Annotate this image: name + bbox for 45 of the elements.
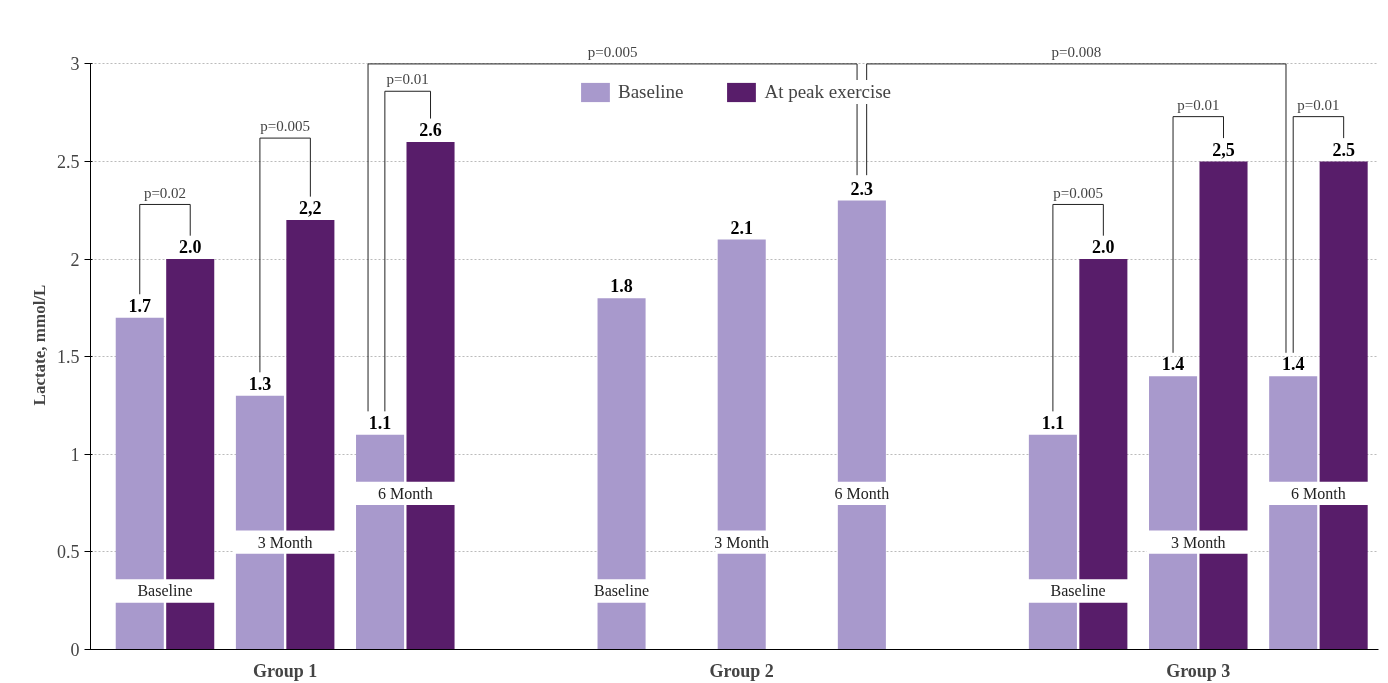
legend-label: At peak exercise <box>764 81 892 103</box>
data-label: 2.1 <box>730 217 753 238</box>
y-tick-label: 1 <box>70 444 80 465</box>
x-tick-label: 3 Month <box>1170 533 1226 551</box>
x-tick-label: Baseline <box>1050 582 1106 600</box>
x-tick-label: 3 Month <box>257 533 313 551</box>
data-label: 2.6 <box>419 120 442 141</box>
x-tick-label: Baseline <box>137 582 193 600</box>
y-axis-title: Lactate, mmol/L <box>30 284 49 406</box>
annotation: p=0.02 <box>143 184 187 201</box>
x-tick-label: 3 Month <box>714 533 770 551</box>
x-tick-label: 6 Month <box>377 484 433 502</box>
annotation: p=0.005 <box>260 118 311 135</box>
y-tick-label: 0.5 <box>57 542 80 563</box>
y-tick-label: 3 <box>70 54 80 75</box>
data-label: 1.4 <box>1161 354 1185 375</box>
text: p=0.005 <box>587 44 638 61</box>
legend-label: Baseline <box>617 81 684 103</box>
data-label: 1.8 <box>610 276 633 297</box>
data-label: 2.5 <box>1332 139 1355 160</box>
data-label: 2.0 <box>1092 237 1115 258</box>
data-label: 2,5 <box>1212 139 1235 160</box>
data-label: 1.3 <box>248 373 272 394</box>
data-label: 1.4 <box>1281 354 1305 375</box>
text: Group 1 <box>253 660 318 681</box>
text: Group 2 <box>709 660 774 681</box>
data-label: 1.1 <box>368 412 392 433</box>
x-tick-label: Baseline <box>594 582 650 600</box>
text: Group 3 <box>1166 660 1231 681</box>
data-label: 2.0 <box>178 237 202 258</box>
annotation: p=0.01 <box>386 71 429 88</box>
y-tick-label: 0 <box>70 640 80 660</box>
data-label: 1.1 <box>1041 412 1065 433</box>
annotation: p=0.01 <box>1297 96 1340 113</box>
data-label: 1.7 <box>128 295 152 316</box>
x-tick-label: 6 Month <box>1291 484 1346 502</box>
annotation: p=0.005 <box>1053 184 1103 201</box>
y-tick-label: 2 <box>70 249 80 270</box>
y-tick-label: 1.5 <box>57 347 80 368</box>
annotation: p=0.01 <box>1177 96 1220 113</box>
y-tick-label: 2.5 <box>57 152 80 173</box>
data-label: 2.3 <box>850 178 874 199</box>
x-tick-label: 6 Month <box>834 484 890 502</box>
data-label: 2,2 <box>299 198 322 219</box>
text: p=0.008 <box>1051 44 1102 61</box>
